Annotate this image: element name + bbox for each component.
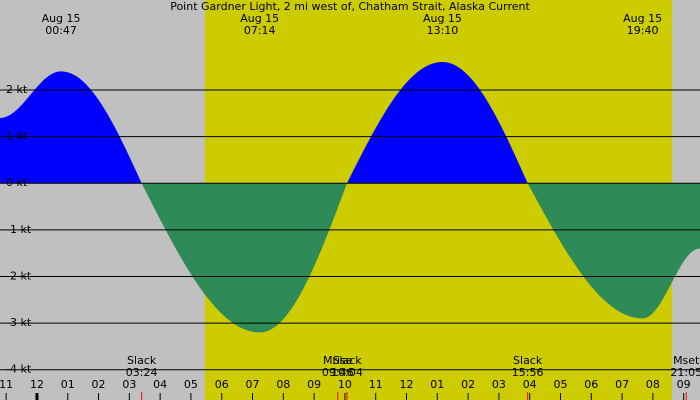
x-tick-label: 04 [153,378,167,391]
x-tick-label: 05 [553,378,567,391]
x-tick-label: 08 [646,378,660,391]
extreme-time: 19:40 [627,24,659,37]
event-time: 10:04 [331,366,363,379]
x-tick-label: 09 [677,378,691,391]
x-tick-label: 08 [276,378,290,391]
event-time: 09:46 [322,366,354,379]
extreme-time: 07:14 [244,24,276,37]
flood-area [0,71,142,184]
x-tick-label: 06 [584,378,598,391]
x-tick-label: 06 [215,378,229,391]
event-time: 03:24 [126,366,158,379]
extreme-date: Aug 15 [240,12,279,25]
y-tick-label: -2 kt [6,269,32,282]
ebb-area [527,183,700,319]
flood-area [346,62,528,184]
y-tick-label: -3 kt [6,316,32,329]
event-label: Mrise [323,354,353,367]
event-label: Mset [673,354,700,367]
extreme-date: Aug 15 [42,12,81,25]
y-tick-label: 2 kt [6,83,28,96]
y-tick-label: -4 kt [6,363,32,376]
extreme-date: Aug 15 [623,12,662,25]
x-tick-label: 10 [338,378,352,391]
x-tick-label: 11 [0,378,13,391]
x-tick-label: 09 [307,378,321,391]
extreme-time: 00:47 [45,24,77,37]
y-tick-label: 0 kt [6,176,28,189]
x-tick-label: 03 [122,378,136,391]
x-tick-label: 12 [400,378,414,391]
event-time: 21:05 [670,366,700,379]
chart-title: Point Gardner Light, 2 mi west of, Chath… [170,0,530,13]
x-tick-label: 02 [92,378,106,391]
event-label: Slack [513,354,543,367]
x-tick-label: 01 [430,378,444,391]
x-tick-label: 02 [461,378,475,391]
event-label: Slack [332,354,362,367]
extreme-time: 13:10 [427,24,459,37]
ebb-area [141,183,347,333]
x-tick-label: 12 [30,378,44,391]
y-tick-label: 1 kt [6,130,28,143]
x-tick-label: 11 [369,378,383,391]
x-tick-label: 07 [246,378,260,391]
event-label: Slack [127,354,157,367]
y-tick-label: -1 kt [6,223,32,236]
x-tick-label: 01 [61,378,75,391]
x-tick-label: 05 [184,378,198,391]
x-tick-label: 07 [615,378,629,391]
extreme-date: Aug 15 [423,12,462,25]
event-time: 15:56 [512,366,544,379]
x-tick-label: 03 [492,378,506,391]
x-tick-label: 04 [523,378,537,391]
